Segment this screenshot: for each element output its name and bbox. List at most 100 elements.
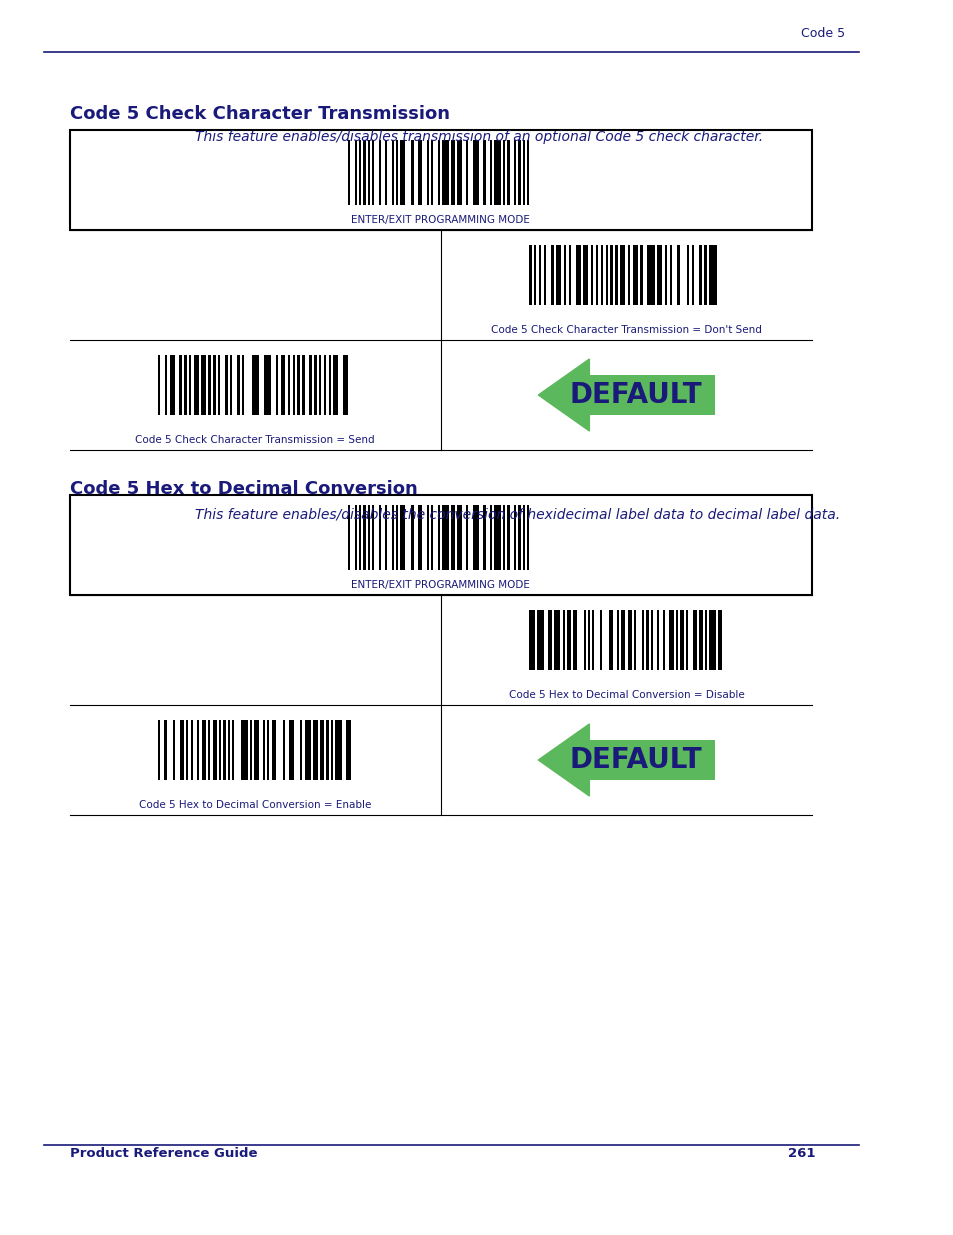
Bar (213, 354, 215, 415)
Bar (522, 505, 524, 571)
Bar (417, 505, 422, 571)
Bar (627, 610, 631, 671)
Bar (664, 245, 666, 305)
Bar (450, 505, 455, 571)
Bar (367, 505, 370, 571)
Bar (573, 610, 577, 671)
Bar (367, 140, 370, 205)
Bar (250, 720, 252, 781)
Bar (617, 610, 618, 671)
Bar (400, 505, 404, 571)
Bar (562, 610, 564, 671)
Bar (554, 610, 560, 671)
Bar (179, 720, 184, 781)
Bar (704, 610, 706, 671)
Bar (517, 505, 520, 571)
Bar (490, 140, 492, 205)
Bar (490, 505, 492, 571)
Bar (483, 505, 485, 571)
Bar (583, 610, 585, 671)
Bar (527, 505, 529, 571)
Bar (582, 245, 588, 305)
Bar (456, 505, 461, 571)
Text: ENTER/EXIT PROGRAMMING MODE: ENTER/EXIT PROGRAMMING MODE (351, 580, 530, 590)
Bar (450, 140, 455, 205)
Bar (228, 720, 230, 781)
Bar (164, 720, 167, 781)
Bar (657, 245, 661, 305)
Bar (699, 610, 702, 671)
Bar (395, 140, 397, 205)
Bar (431, 505, 433, 571)
Bar (669, 610, 673, 671)
Bar (411, 140, 414, 205)
Bar (343, 354, 348, 415)
Bar (537, 610, 543, 671)
Bar (230, 354, 233, 415)
Bar (157, 720, 160, 781)
Bar (363, 140, 365, 205)
Bar (587, 610, 589, 671)
Bar (431, 140, 433, 205)
Bar (191, 720, 193, 781)
Bar (691, 245, 694, 305)
Bar (189, 354, 192, 415)
Bar (589, 375, 714, 415)
Bar (302, 354, 304, 415)
Bar (556, 245, 560, 305)
Text: DEFAULT: DEFAULT (569, 746, 701, 774)
Bar (358, 505, 361, 571)
Bar (157, 354, 160, 415)
Bar (514, 505, 516, 571)
Bar (703, 245, 706, 305)
Bar (608, 610, 612, 671)
Bar (507, 505, 509, 571)
Text: Code 5 Hex to Decimal Conversion = Enable: Code 5 Hex to Decimal Conversion = Enabl… (139, 800, 371, 810)
Bar (293, 354, 294, 415)
Bar (208, 354, 211, 415)
Bar (184, 354, 187, 415)
Bar (223, 720, 226, 781)
Bar (529, 610, 535, 671)
Bar (600, 245, 602, 305)
Bar (70, 495, 811, 595)
Bar (615, 245, 618, 305)
Bar (378, 140, 380, 205)
Bar (566, 610, 571, 671)
Bar (225, 354, 228, 415)
Text: DEFAULT: DEFAULT (569, 382, 701, 409)
Bar (179, 354, 182, 415)
Text: This feature enables/disables transmission of an optional Code 5 check character: This feature enables/disables transmissi… (194, 130, 762, 144)
Bar (232, 720, 234, 781)
Bar (213, 720, 216, 781)
Bar (335, 720, 341, 781)
Bar (522, 140, 524, 205)
Polygon shape (537, 724, 589, 797)
Bar (514, 140, 516, 205)
Polygon shape (537, 359, 589, 431)
Bar (323, 354, 326, 415)
Bar (395, 505, 397, 571)
Bar (675, 610, 678, 671)
Bar (331, 720, 333, 781)
Bar (426, 140, 429, 205)
Bar (647, 245, 654, 305)
Bar (275, 354, 278, 415)
Bar (605, 245, 607, 305)
Bar (437, 505, 439, 571)
Bar (568, 245, 571, 305)
Text: Product Reference Guide: Product Reference Guide (70, 1147, 257, 1160)
Bar (699, 245, 701, 305)
Bar (547, 610, 552, 671)
Bar (272, 720, 275, 781)
Bar (610, 245, 613, 305)
Bar (385, 505, 387, 571)
Bar (300, 720, 302, 781)
Bar (534, 245, 536, 305)
Bar (318, 354, 321, 415)
Bar (529, 245, 531, 305)
Bar (392, 505, 394, 571)
Bar (201, 354, 206, 415)
Bar (172, 720, 175, 781)
Bar (685, 610, 688, 671)
